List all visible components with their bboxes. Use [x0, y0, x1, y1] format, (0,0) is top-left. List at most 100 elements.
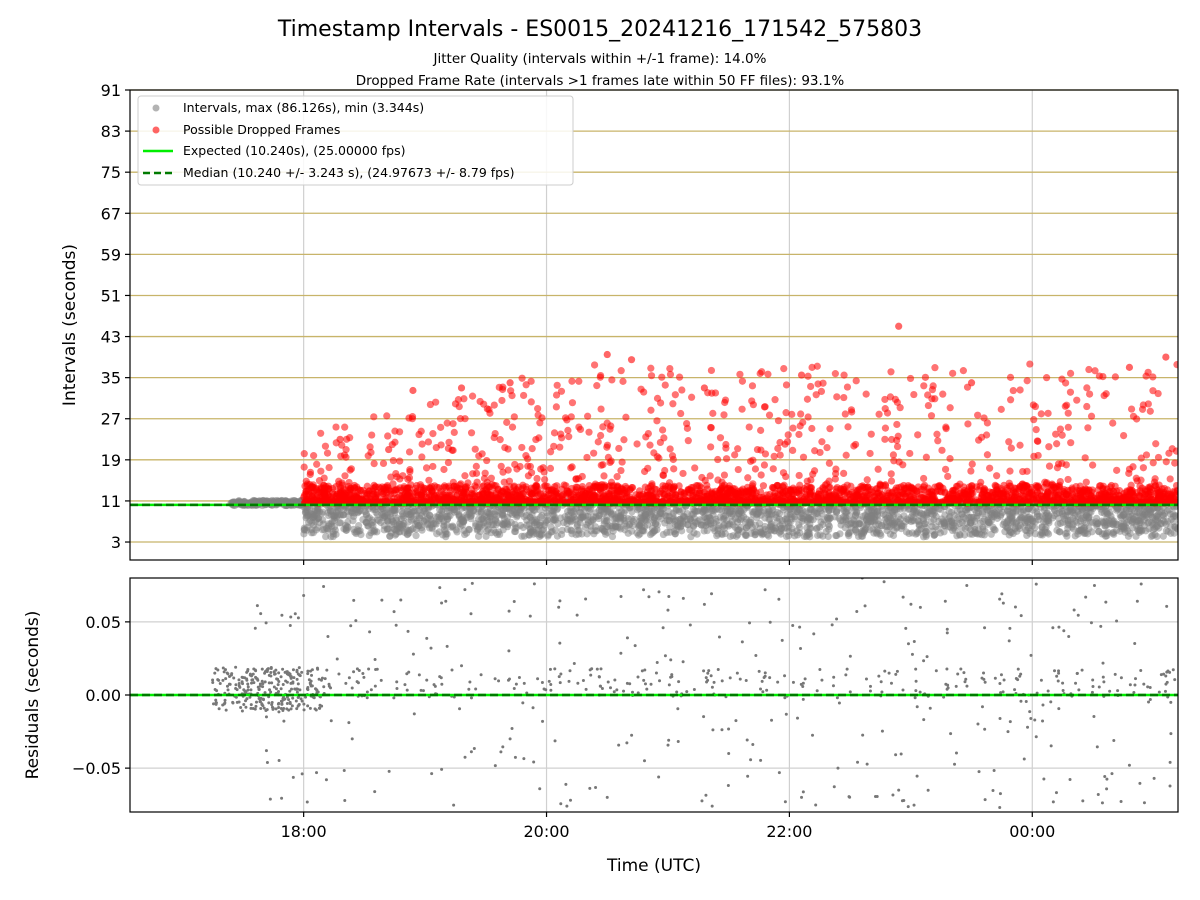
interval-point [581, 505, 589, 513]
interval-point [424, 505, 432, 513]
interval-point [636, 530, 644, 538]
interval-point [729, 532, 737, 540]
dropped-frame-point [794, 497, 802, 505]
interval-point [443, 521, 451, 529]
chart-subtitle-jitter: Jitter Quality (intervals within +/-1 fr… [433, 51, 767, 67]
interval-point [365, 514, 373, 522]
interval-point [710, 519, 718, 527]
interval-point [1136, 527, 1144, 535]
dropped-frame-point [878, 490, 886, 499]
interval-point [437, 513, 445, 521]
interval-point [568, 530, 576, 538]
interval-point [1157, 520, 1165, 528]
interval-point [1101, 522, 1109, 530]
interval-point [990, 525, 998, 534]
interval-point [405, 529, 413, 537]
interval-point [742, 530, 750, 539]
interval-point [984, 513, 992, 521]
interval-point [1098, 508, 1106, 516]
interval-point [494, 528, 503, 536]
interval-point [309, 529, 317, 537]
interval-point [841, 524, 849, 532]
interval-point [971, 523, 979, 531]
interval-point [795, 506, 803, 514]
interval-point [886, 518, 894, 526]
interval-point [902, 528, 911, 536]
interval-point [826, 514, 834, 522]
chart-subtitle-dropped: Dropped Frame Rate (intervals >1 frames … [356, 73, 845, 89]
interval-point [474, 515, 483, 523]
interval-point [318, 508, 327, 516]
interval-point [457, 516, 465, 524]
interval-point [536, 530, 544, 539]
interval-point [608, 532, 617, 541]
interval-point [1063, 529, 1071, 537]
interval-point [375, 517, 383, 525]
interval-point [666, 523, 674, 531]
interval-point [324, 524, 332, 533]
interval-point [310, 507, 319, 515]
interval-point [620, 509, 628, 517]
interval-point [1129, 524, 1137, 532]
dropped-frame-point [815, 497, 823, 505]
interval-point [1082, 519, 1090, 527]
interval-point [641, 511, 649, 519]
interval-point [832, 506, 841, 515]
interval-point [1068, 523, 1076, 531]
interval-point [342, 526, 351, 534]
interval-point [789, 529, 797, 537]
interval-point [463, 513, 471, 521]
interval-point [1151, 524, 1159, 533]
interval-points [227, 322, 1178, 541]
interval-point [612, 519, 620, 527]
interval-point [706, 505, 714, 513]
interval-point [928, 522, 936, 531]
interval-point [1095, 527, 1103, 535]
interval-point [499, 521, 507, 529]
interval-point [884, 506, 892, 514]
interval-point [475, 523, 483, 531]
interval-point [714, 526, 722, 534]
interval-point [653, 521, 661, 529]
interval-point [1140, 516, 1148, 524]
interval-point [940, 528, 948, 536]
interval-point [731, 514, 739, 522]
interval-point [869, 525, 877, 533]
interval-point [383, 505, 391, 513]
interval-point [550, 504, 558, 513]
interval-point [1119, 522, 1128, 530]
interval-point [587, 505, 595, 513]
interval-point [1078, 505, 1087, 514]
interval-point [1109, 529, 1117, 537]
interval-point [1080, 529, 1088, 538]
interval-point [384, 517, 392, 525]
dropped-frame-point [537, 496, 545, 505]
interval-point [322, 532, 330, 541]
interval-point [690, 529, 698, 537]
interval-point [1055, 509, 1064, 517]
interval-point [958, 524, 966, 533]
dropped-frame-point [992, 490, 1000, 498]
interval-point [1128, 512, 1137, 520]
interval-point [589, 513, 597, 521]
interval-point [1119, 511, 1127, 519]
interval-point [671, 530, 679, 538]
interval-point [1018, 514, 1026, 522]
interval-point [535, 521, 544, 529]
interval-point [973, 530, 982, 538]
interval-point [1104, 510, 1112, 518]
interval-point [1108, 516, 1116, 524]
interval-point [351, 528, 359, 536]
interval-point [816, 531, 824, 539]
chart-title: Timestamp Intervals - ES0015_20241216_17… [277, 17, 922, 42]
interval-point [999, 520, 1007, 529]
interval-point [1088, 528, 1096, 536]
interval-point [572, 516, 580, 524]
interval-point [922, 527, 930, 535]
interval-point [1021, 526, 1030, 534]
interval-point [603, 516, 611, 525]
interval-point [405, 508, 413, 516]
interval-point [371, 505, 379, 514]
interval-point [945, 507, 953, 516]
